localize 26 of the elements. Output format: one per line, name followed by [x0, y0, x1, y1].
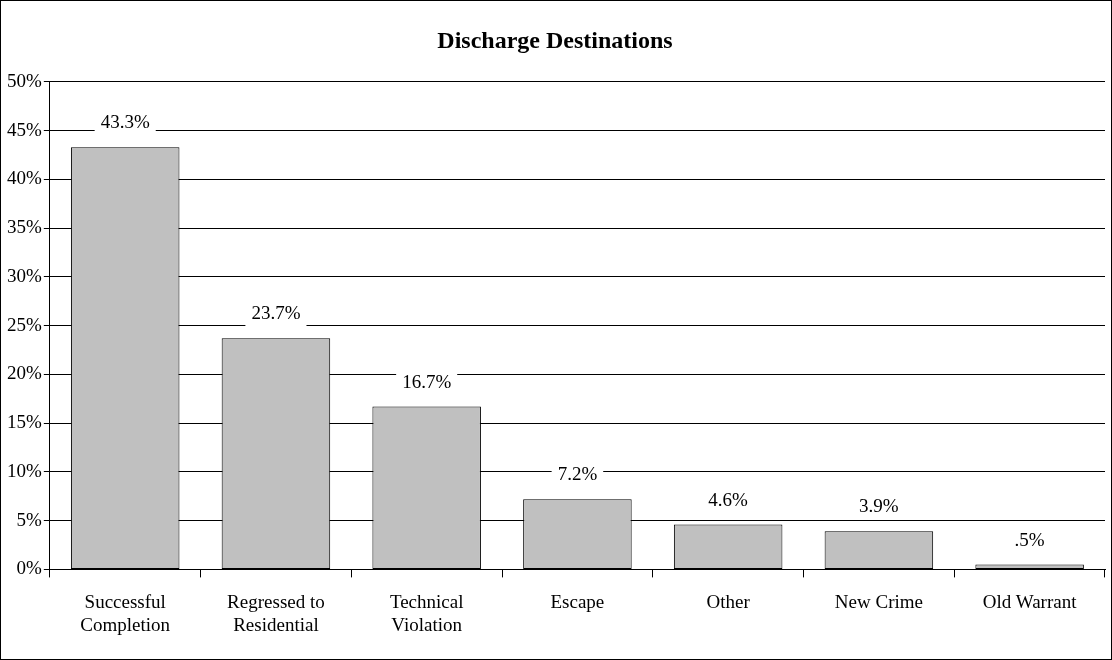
- x-tick-label: Technical Violation: [389, 590, 464, 635]
- data-label: 4.6%: [708, 488, 749, 510]
- y-tick-label: 35%: [7, 216, 42, 238]
- data-label: 16.7%: [402, 370, 452, 392]
- data-label: 23.7%: [251, 302, 301, 324]
- data-label: 3.9%: [859, 495, 899, 517]
- x-tick-label: Old Warrant: [982, 590, 1078, 612]
- chart-title: Discharge Destinations: [437, 26, 673, 53]
- data-label: 7.2%: [557, 463, 598, 485]
- y-tick-label: 20%: [7, 362, 42, 384]
- x-tick-label: New Crime: [834, 590, 923, 612]
- y-tick-label: 50%: [7, 69, 42, 91]
- x-tick-label: Successful Completion: [80, 590, 171, 635]
- y-tick-label: 40%: [7, 167, 42, 189]
- x-tick-label: Escape: [550, 590, 605, 612]
- data-label: .5%: [1014, 528, 1045, 550]
- y-tick-label: 15%: [7, 411, 42, 433]
- y-tick-label: 30%: [7, 264, 42, 286]
- y-tick-label: 10%: [7, 459, 42, 481]
- y-tick-label: 25%: [7, 313, 42, 335]
- x-tick-label: Other: [706, 590, 751, 612]
- y-tick-label: 5%: [16, 508, 42, 530]
- x-tick-label: Regressed to Residential: [227, 590, 325, 635]
- y-tick-label: 0%: [16, 557, 42, 579]
- y-tick-label: 45%: [7, 118, 42, 140]
- data-label: 43.3%: [100, 111, 150, 133]
